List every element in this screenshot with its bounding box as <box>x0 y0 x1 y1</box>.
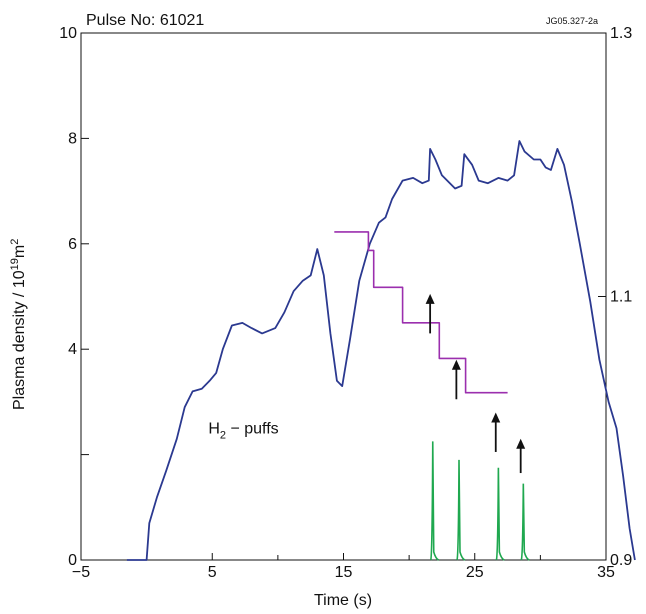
arrow-head <box>425 293 435 304</box>
arrow-head <box>451 359 461 370</box>
annotation-tail: − puffs <box>226 421 279 438</box>
y2-tick-label: 0.9 <box>610 552 632 569</box>
x-tick-label: −5 <box>72 564 90 581</box>
x-tick-label: 25 <box>466 564 484 581</box>
h2-puffs-annotation: H2 − puffs <box>208 421 278 442</box>
y-axis-label-sup: 19 <box>9 258 21 270</box>
figure-id: JG05.327-2a <box>546 16 598 26</box>
y-tick-label: 10 <box>59 25 77 42</box>
plot-frame <box>80 32 607 561</box>
arrow-head <box>491 412 501 423</box>
axis-ticks <box>80 32 607 561</box>
h2-puff-spike <box>429 441 440 561</box>
chart-title: Pulse No: 61021 <box>86 12 204 29</box>
y-axis-label-tail: m <box>11 245 28 258</box>
y-axis-label: Plasma density / 1019m2 <box>9 239 28 410</box>
step-series-line <box>334 231 508 394</box>
arrow-head <box>516 438 526 449</box>
y-axis-label-main: Plasma density / 10 <box>11 270 28 410</box>
y-tick-label: 0 <box>68 552 77 569</box>
tick-labels: −5 5 15 25 35 0 4 6 8 10 0.9 1.1 1.3 <box>59 25 632 581</box>
y-tick-label: 4 <box>68 341 77 358</box>
y-axis-label-sup2: 2 <box>9 239 21 245</box>
x-axis-label: Time (s) <box>314 592 372 609</box>
y-tick-label: 8 <box>68 130 77 147</box>
y-tick-label: 6 <box>68 236 77 253</box>
x-tick-label: 35 <box>597 564 615 581</box>
h2-puff-spike <box>456 459 466 561</box>
y2-tick-label: 1.1 <box>610 289 632 306</box>
h2-puff-spike <box>520 483 530 561</box>
h2-puff-spike <box>495 467 505 561</box>
x-tick-label: 15 <box>335 564 353 581</box>
annotation-sub: 2 <box>220 430 226 442</box>
chart-marks <box>126 140 636 561</box>
density-series-line <box>126 140 636 561</box>
x-tick-label: 5 <box>208 564 217 581</box>
annotation-main: H <box>208 421 220 438</box>
y2-tick-label: 1.3 <box>610 25 632 42</box>
